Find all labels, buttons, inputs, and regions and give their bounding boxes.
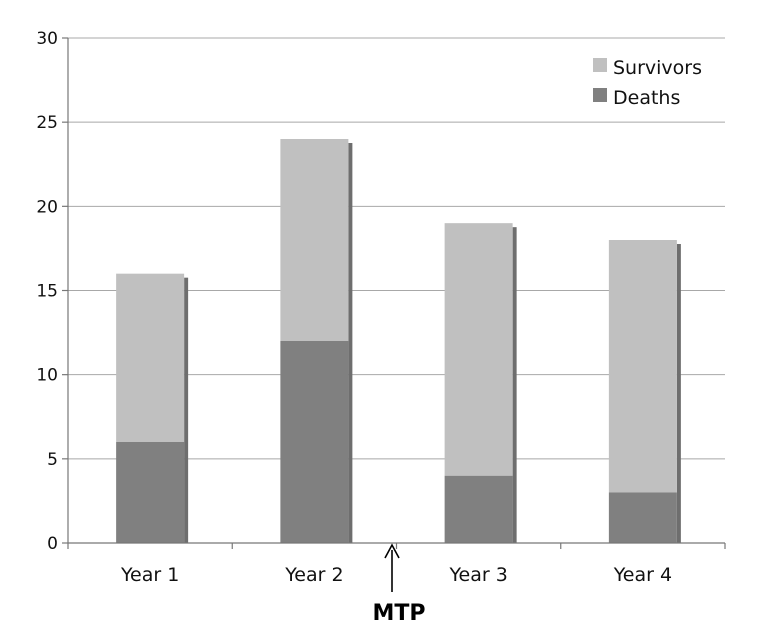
y-tick-label-30: 30 <box>36 29 58 49</box>
y-tick-label-0: 0 <box>47 534 58 554</box>
x-tick-label-1: Year 1 <box>120 564 179 586</box>
bar-deaths-4 <box>608 492 677 543</box>
mtp-annotation: MTP <box>372 543 426 626</box>
bar-shadow-3 <box>512 227 517 543</box>
y-tick-label-10: 10 <box>36 366 58 386</box>
bar-shadow-1 <box>184 277 189 543</box>
bar-shadow-4 <box>676 244 681 543</box>
x-axis-ticks: Year 1 Year 2 Year 3 Year 4 <box>67 543 726 586</box>
bar-survivors-1 <box>116 273 185 442</box>
bars <box>116 139 681 543</box>
legend-label-deaths: Deaths <box>613 87 680 109</box>
x-tick-label-2: Year 2 <box>284 564 343 586</box>
bar-deaths-3 <box>444 475 513 543</box>
y-tick-label-25: 25 <box>36 113 58 133</box>
bar-shadow-2 <box>348 143 353 543</box>
mtp-arrow-head <box>384 543 400 559</box>
y-tick-label-20: 20 <box>36 197 58 217</box>
legend-swatch-survivors <box>593 58 607 72</box>
y-axis-ticks: 0 5 10 15 20 25 30 <box>36 29 68 554</box>
x-tick-label-4: Year 4 <box>613 564 672 586</box>
bar-deaths-2 <box>280 341 349 543</box>
bar-deaths-1 <box>116 442 185 543</box>
y-tick-label-15: 15 <box>36 282 58 302</box>
legend-label-survivors: Survivors <box>613 57 702 79</box>
bar-survivors-4 <box>608 240 677 493</box>
mtp-label: MTP <box>372 601 425 626</box>
y-tick-label-5: 5 <box>47 450 58 470</box>
bar-survivors-3 <box>444 223 513 476</box>
x-tick-label-3: Year 3 <box>448 564 507 586</box>
legend: Survivors Deaths <box>593 57 702 109</box>
legend-swatch-deaths <box>593 88 607 102</box>
bar-survivors-2 <box>280 139 349 341</box>
